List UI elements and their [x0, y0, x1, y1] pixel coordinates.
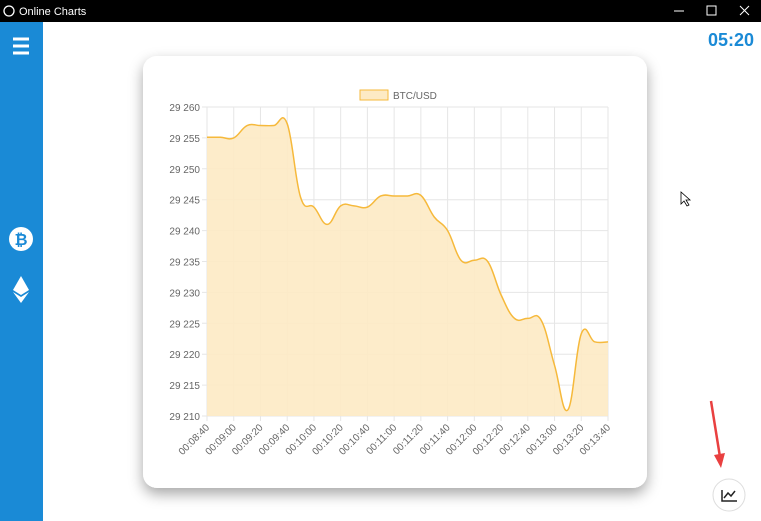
y-tick-label: 29 215: [169, 381, 200, 392]
y-tick-label: 29 260: [169, 103, 200, 114]
ethereum-button[interactable]: [13, 276, 29, 303]
close-button[interactable]: [739, 5, 750, 16]
window-title: Online Charts: [19, 6, 87, 18]
y-tick-label: 29 240: [169, 227, 200, 238]
clock: 05:20: [708, 30, 754, 50]
chart-button[interactable]: [712, 478, 746, 512]
menu-button[interactable]: [13, 37, 29, 55]
area: [207, 117, 608, 417]
legend-label: BTC/USD: [393, 91, 437, 102]
title-bar: [0, 0, 761, 22]
y-tick-label: 29 220: [169, 350, 200, 361]
bitcoin-symbol: ₿: [14, 231, 27, 249]
ethereum-bottom: [13, 292, 29, 303]
y-tick-label: 29 230: [169, 288, 200, 299]
annotation-arrow: [709, 400, 722, 458]
y-tick-label: 29 245: [169, 196, 200, 207]
y-tick-label: 29 235: [169, 258, 200, 269]
app-icon: [3, 5, 15, 17]
y-tick-label: 29 255: [169, 134, 200, 145]
bitcoin-button[interactable]: ₿: [9, 227, 33, 251]
y-tick-label: 29 210: [169, 412, 200, 423]
y-tick-label: 29 225: [169, 319, 200, 330]
line: [206, 117, 609, 412]
legend-swatch: [359, 89, 389, 101]
ethereum-top: [13, 276, 29, 295]
mouse-cursor: [680, 191, 692, 207]
chart-button-icon: [721, 490, 737, 502]
y-tick-label: 29 250: [169, 165, 200, 176]
maximize-button[interactable]: [706, 5, 717, 16]
sidebar: [0, 22, 43, 521]
bitcoin-icon: [9, 227, 33, 251]
annotation-arrow-head: [714, 453, 725, 468]
